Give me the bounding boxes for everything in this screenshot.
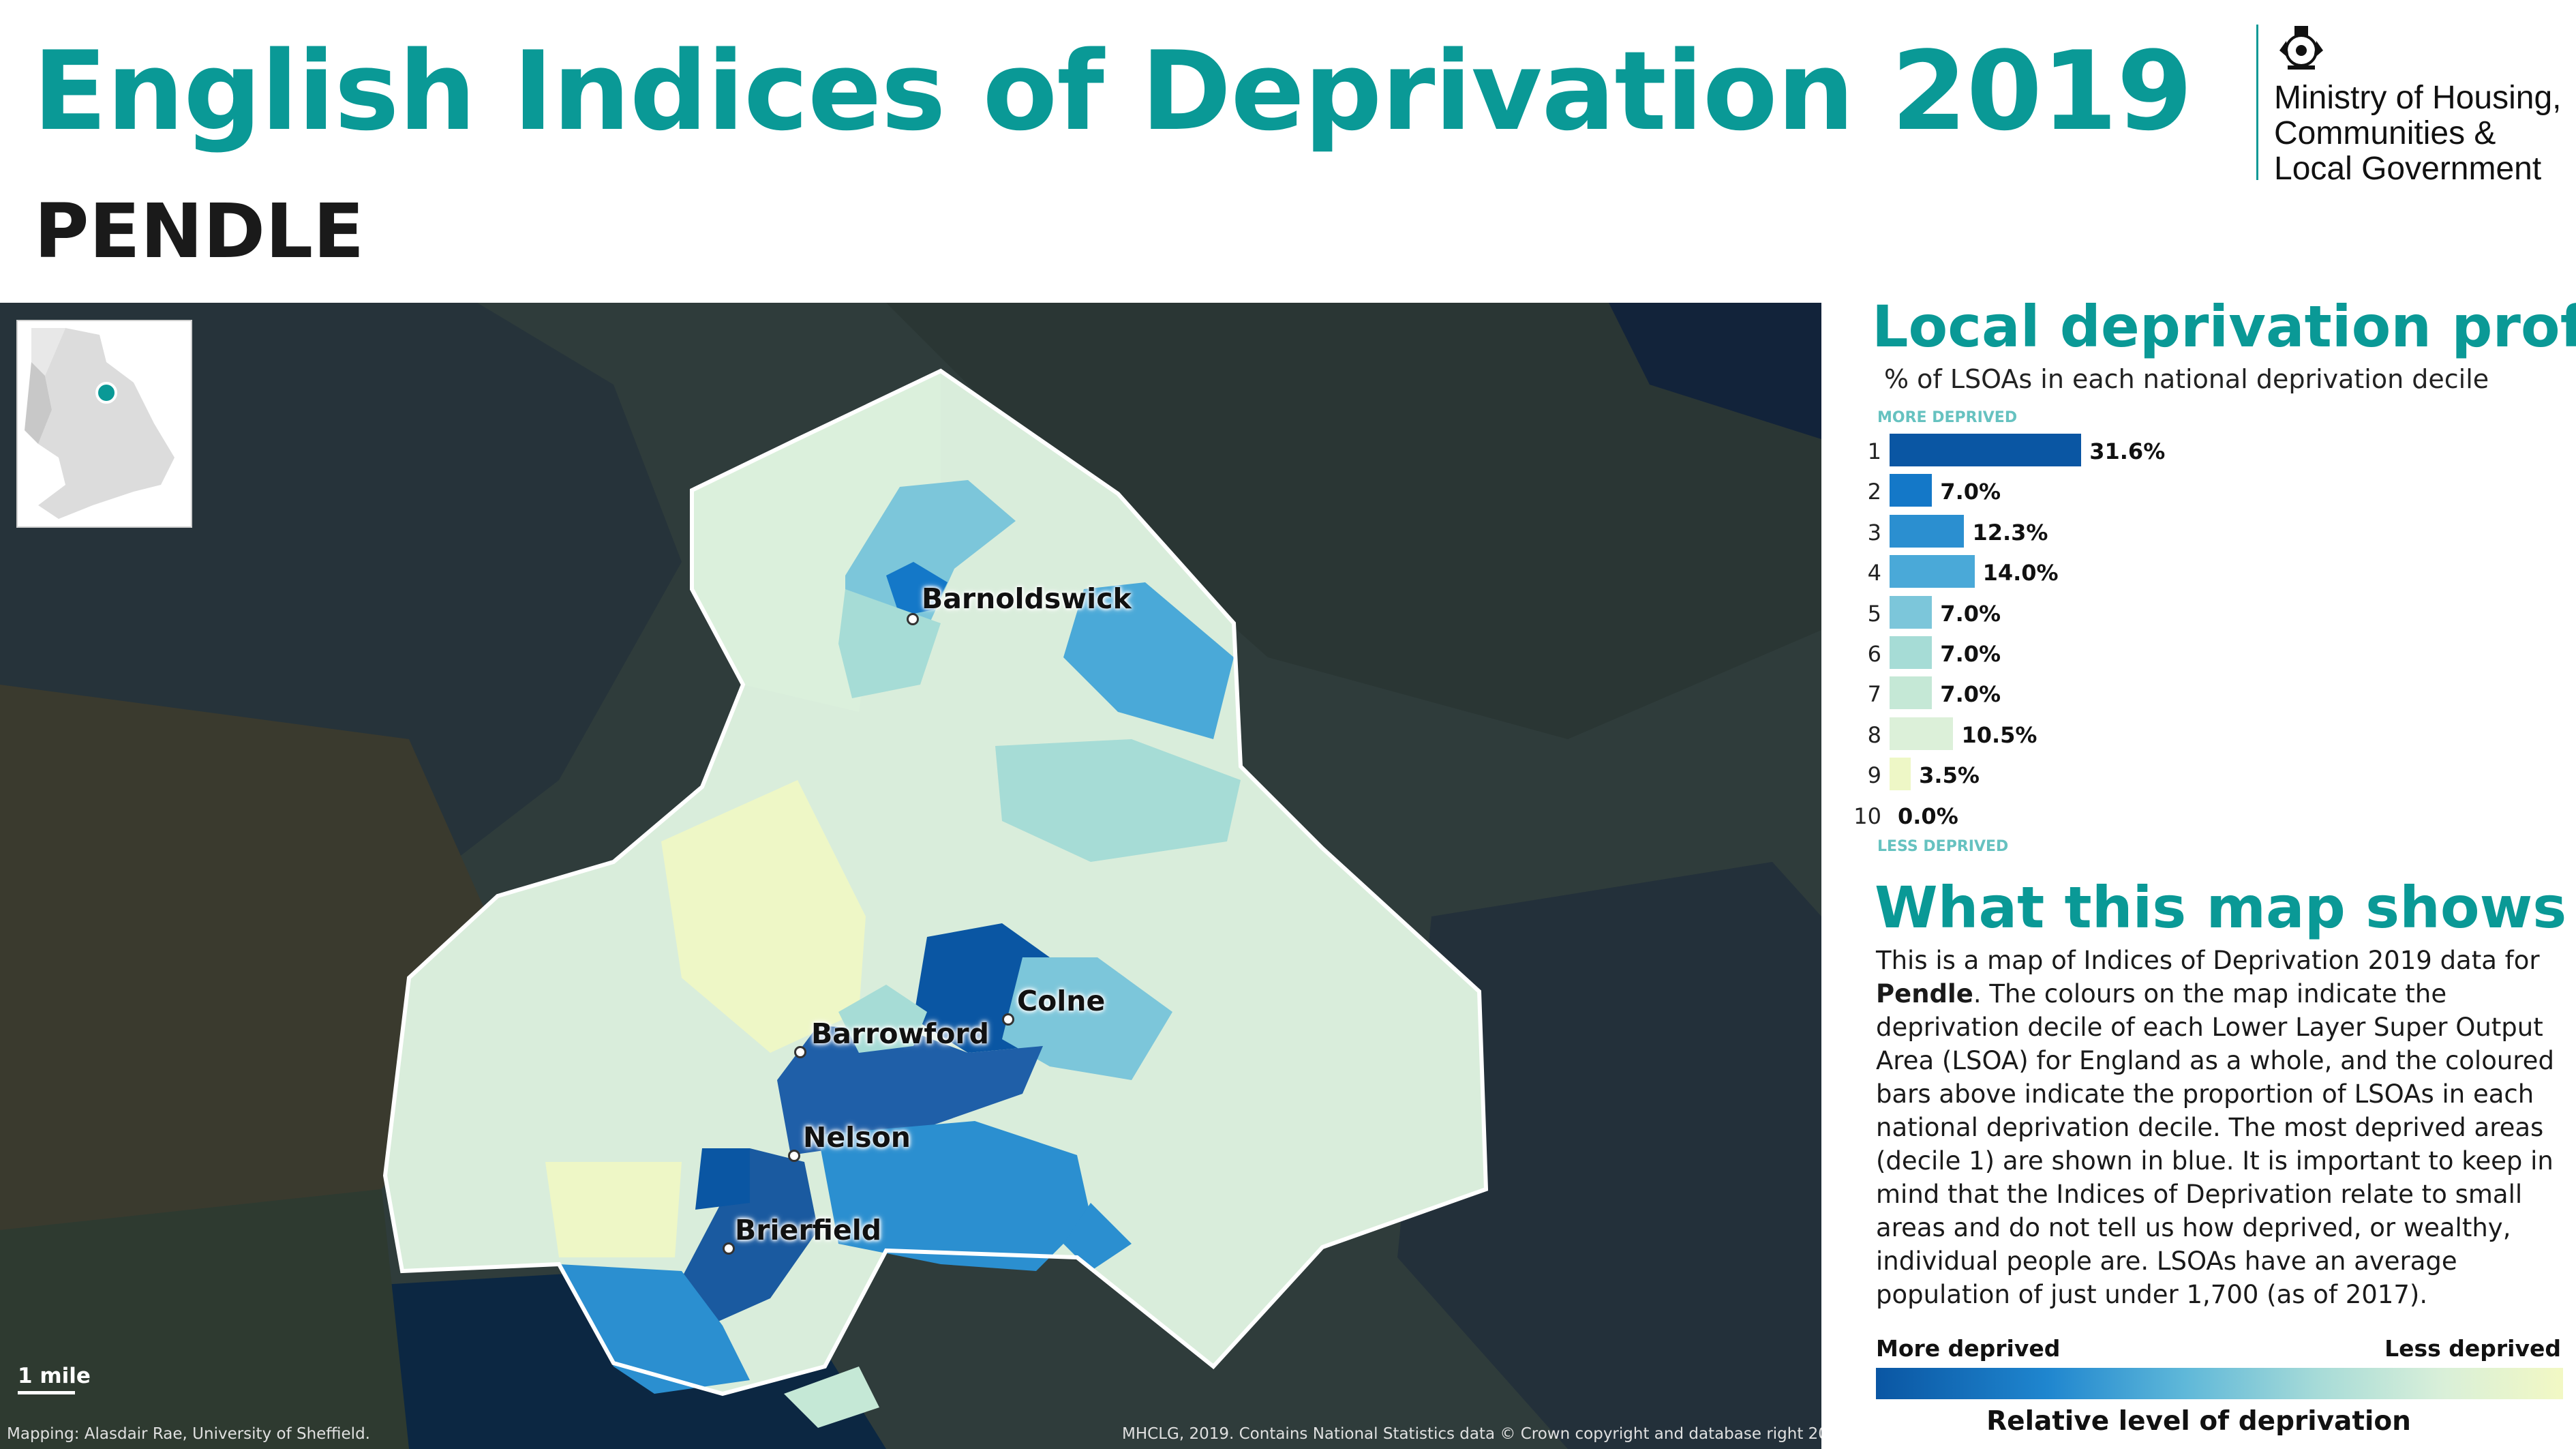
- barrowford-marker: [794, 1046, 806, 1058]
- scale-line: [18, 1391, 75, 1394]
- page-title: English Indices of Deprivation 2019: [33, 27, 2193, 155]
- decile-number: 6: [1867, 641, 1881, 667]
- data-credit: MHCLG, 2019. Contains National Statistic…: [1122, 1425, 1821, 1443]
- decile-percent-label: 10.5%: [1961, 721, 2037, 748]
- deprivation-map[interactable]: Barnoldswick Colne Barrowford Nelson Bri…: [0, 303, 1821, 1449]
- description-intro: This is a map of Indices of Deprivation …: [1876, 946, 2540, 975]
- place-label-barrowford: Barrowford: [811, 1017, 989, 1050]
- map-canvas: [0, 303, 1821, 1449]
- royal-crest-icon: [2279, 26, 2323, 70]
- decile-bar: [1890, 758, 1911, 791]
- colne-marker: [1002, 1013, 1014, 1026]
- description-area: Pendle: [1876, 979, 1973, 1009]
- decile-number: 5: [1867, 600, 1881, 627]
- decile-percent-label: 7.0%: [1940, 641, 2001, 667]
- area-name: PENDLE: [34, 188, 365, 275]
- decile-bar: [1890, 434, 2082, 466]
- legend-title: Relative level of deprivation: [1986, 1406, 2411, 1437]
- place-label-nelson: Nelson: [803, 1121, 911, 1154]
- decile-percent-label: 0.0%: [1898, 803, 1958, 829]
- profile-subheading: % of LSOAs in each national deprivation …: [1884, 364, 2489, 394]
- decile-bar: [1890, 676, 1933, 710]
- place-label-barnoldswick: Barnoldswick: [922, 582, 1132, 615]
- decile-number: 4: [1867, 560, 1881, 586]
- decile-percent-label: 31.6%: [2089, 438, 2166, 464]
- decile-bar: [1890, 474, 1933, 507]
- decile-bar: [1890, 555, 1975, 588]
- decile-number: 2: [1867, 479, 1881, 505]
- mapping-credit: Mapping: Alasdair Rae, University of She…: [7, 1425, 370, 1443]
- decile-percent-label: 7.0%: [1940, 600, 2001, 627]
- org-name-line: Local Government: [2274, 151, 2542, 187]
- legend-color-ramp: [1876, 1368, 2563, 1399]
- org-name-line: Ministry of Housing,: [2274, 80, 2562, 116]
- decile-percent-label: 7.0%: [1940, 681, 2001, 708]
- decile-number: 10: [1853, 803, 1881, 829]
- org-name: Ministry of Housing, Communities & Local…: [2274, 80, 2561, 187]
- decile-bar: [1890, 717, 1954, 750]
- locator-inset: [16, 320, 192, 528]
- place-label-colne: Colne: [1017, 985, 1106, 1017]
- decile-number: 1: [1867, 438, 1881, 464]
- decile-percent-label: 7.0%: [1940, 479, 2001, 505]
- description-body: . The colours on the map indicate the de…: [1876, 979, 2554, 1309]
- decile-percent-label: 3.5%: [1919, 762, 1980, 789]
- nelson-marker: [788, 1150, 800, 1162]
- map-description: This is a map of Indices of Deprivation …: [1876, 944, 2564, 1311]
- decile-bar: [1890, 636, 1933, 669]
- england-outline-icon: [25, 328, 175, 519]
- decile-percent-label: 14.0%: [1982, 560, 2059, 586]
- info-panel: Local deprivation profile % of LSOAs in …: [1821, 293, 2576, 1449]
- decile-number: 8: [1867, 721, 1881, 748]
- less-deprived-tag: LESS DEPRIVED: [1877, 838, 2009, 855]
- decile-bar: [1890, 595, 1933, 629]
- decile-number: 3: [1867, 519, 1881, 546]
- decile-number: 9: [1867, 762, 1881, 789]
- barnoldswick-marker: [907, 613, 919, 625]
- decile-percent-label: 12.3%: [1972, 519, 2048, 546]
- scale-label: 1 mile: [18, 1364, 91, 1388]
- scale-bar: 1 mile: [18, 1364, 91, 1394]
- logo-rule: [2256, 25, 2258, 180]
- decile-number: 7: [1867, 681, 1881, 708]
- profile-heading: Local deprivation profile: [1872, 293, 2576, 360]
- legend-more-label: More deprived: [1876, 1335, 2061, 1362]
- org-name-line: Communities &: [2274, 115, 2496, 151]
- place-label-brierfield: Brierfield: [735, 1214, 882, 1246]
- legend-less-label: Less deprived: [2384, 1335, 2561, 1362]
- decile-bar: [1890, 514, 1965, 548]
- about-heading: What this map shows: [1875, 874, 2567, 941]
- brierfield-marker: [723, 1242, 735, 1255]
- government-logo: Ministry of Housing, Communities & Local…: [2249, 20, 2576, 187]
- more-deprived-tag: MORE DEPRIVED: [1877, 409, 2018, 426]
